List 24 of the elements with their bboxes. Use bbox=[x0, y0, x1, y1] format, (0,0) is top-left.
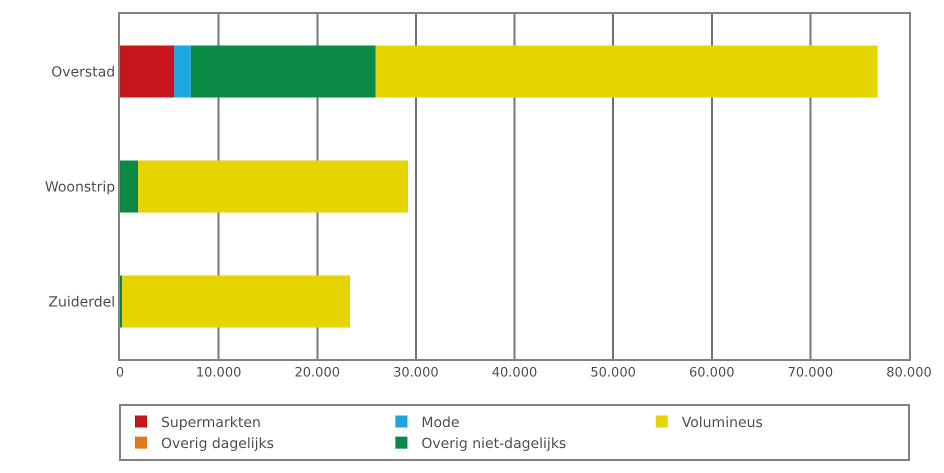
x-tick-label: 70.000 bbox=[788, 366, 834, 381]
legend-label: Overig niet-dagelijks bbox=[421, 436, 566, 452]
x-tick-label: 80.000 bbox=[886, 366, 932, 381]
x-tick-label: 60.000 bbox=[689, 366, 734, 381]
x-tick-label: 10.000 bbox=[196, 366, 242, 381]
bar bbox=[138, 160, 408, 212]
x-tick-label: 50.000 bbox=[590, 366, 636, 381]
legend-label: Mode bbox=[421, 414, 460, 431]
bar bbox=[120, 160, 138, 212]
x-tick-label: 20.000 bbox=[294, 366, 340, 381]
y-tick-label: Zuiderdel bbox=[48, 294, 116, 310]
x-tick-label: 30.000 bbox=[393, 366, 439, 381]
legend-label: Volumineus bbox=[682, 414, 763, 431]
bar bbox=[122, 276, 350, 328]
legend-label: Supermarkten bbox=[161, 414, 261, 431]
bar bbox=[375, 46, 878, 98]
y-tick-label: Overstad bbox=[51, 64, 116, 80]
x-tick-label: 0 bbox=[116, 366, 124, 381]
bar bbox=[191, 46, 376, 98]
bar bbox=[120, 46, 174, 98]
x-tick-label: 40.000 bbox=[492, 366, 538, 381]
legend-label: Overig dagelijks bbox=[161, 436, 274, 452]
y-tick-label: Woonstrip bbox=[44, 179, 116, 196]
bar bbox=[174, 46, 192, 98]
